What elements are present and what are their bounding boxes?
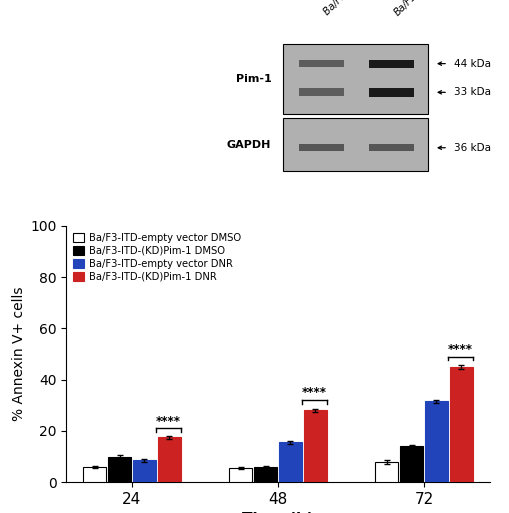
Bar xyxy=(424,401,447,482)
Bar xyxy=(303,410,326,482)
Bar xyxy=(278,442,301,482)
Bar xyxy=(108,457,131,482)
Bar xyxy=(157,437,180,482)
Bar xyxy=(369,144,414,151)
Y-axis label: % Annexin V+ cells: % Annexin V+ cells xyxy=(12,287,26,421)
Bar xyxy=(369,88,414,97)
Bar xyxy=(229,468,251,482)
Text: ****: **** xyxy=(155,415,180,427)
Text: GAPDH: GAPDH xyxy=(227,140,271,150)
Text: Ba/F3-ITD-(KD)Pim-1: Ba/F3-ITD-(KD)Pim-1 xyxy=(391,0,469,17)
Text: Pim-1: Pim-1 xyxy=(235,74,271,84)
Text: 36 kDa: 36 kDa xyxy=(453,143,490,153)
Bar xyxy=(299,61,344,67)
Bar xyxy=(133,461,156,482)
FancyBboxPatch shape xyxy=(282,118,428,171)
Text: 33 kDa: 33 kDa xyxy=(453,87,490,97)
Bar xyxy=(399,446,422,482)
Text: 44 kDa: 44 kDa xyxy=(453,58,490,69)
Bar xyxy=(83,467,106,482)
Bar xyxy=(299,144,344,151)
FancyBboxPatch shape xyxy=(282,44,428,114)
Bar xyxy=(375,462,398,482)
Text: ****: **** xyxy=(447,343,472,356)
Bar xyxy=(369,60,414,68)
Bar xyxy=(299,88,344,96)
Text: ****: **** xyxy=(301,386,326,399)
Bar xyxy=(449,367,472,482)
Legend: Ba/F3-ITD-empty vector DMSO, Ba/F3-ITD-(KD)Pim-1 DMSO, Ba/F3-ITD-empty vector DN: Ba/F3-ITD-empty vector DMSO, Ba/F3-ITD-(… xyxy=(71,231,243,284)
Bar xyxy=(253,467,276,482)
Text: Ba/F3-ITD-empty vector: Ba/F3-ITD-empty vector xyxy=(321,0,411,17)
